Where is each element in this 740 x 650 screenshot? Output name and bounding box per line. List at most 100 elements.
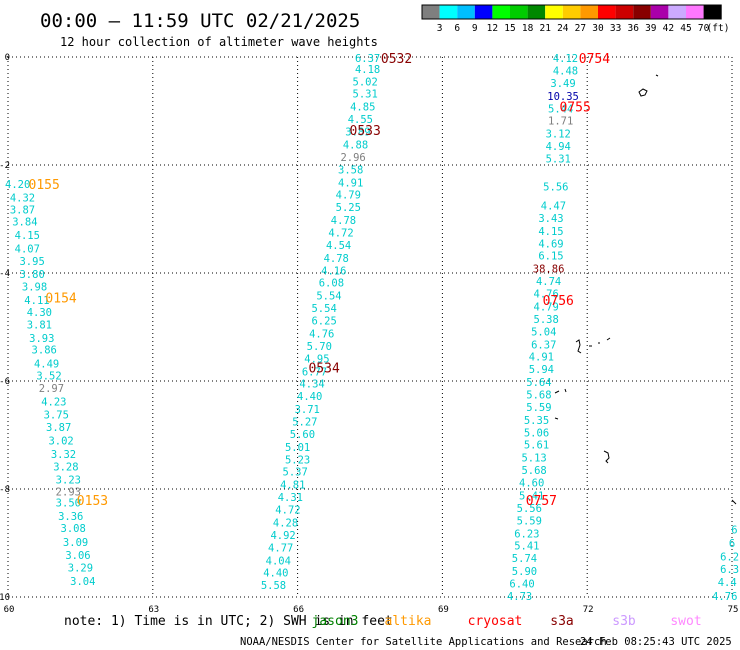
swh-value-label: 6 [731,525,737,537]
swh-value-label: 5.59 [526,402,551,414]
swh-value-label: 5.23 [285,454,310,466]
footer-credit: NOAA/NESDIS Center for Satellite Applica… [240,636,607,648]
swh-value-label: 4.30 [27,307,52,319]
swh-value-label: 3.98 [22,282,47,294]
lat-tick-label: -2 [0,161,10,171]
swh-value-label: 3.04 [70,576,95,588]
swh-value-label: 3.32 [51,449,76,461]
swh-value-label: 4.81 [280,480,305,492]
lat-tick-label: -4 [0,269,10,279]
swh-value-label: 4.72 [328,228,353,240]
island-outline [589,337,611,347]
swh-value-label: 4.78 [324,253,349,265]
lon-tick-label: 72 [583,605,594,615]
swh-value-label: 6.3 [720,564,739,576]
legend-tick-label: 3 [437,23,443,34]
swh-value-label: 4.55 [348,114,373,126]
island-outline [731,499,737,505]
swh-value-label: 3.09 [63,537,88,549]
swh-value-label: 3.58 [338,164,363,176]
swh-value-label: 5.04 [531,326,556,338]
legend-tick-label: 6 [454,23,460,34]
swh-value-label: 4.31 [278,492,303,504]
swh-value-label: 4.28 [273,517,298,529]
swh-value-label: 6.77 [302,366,327,378]
legend-swatch [510,5,528,19]
swh-value-label: 3.84 [12,217,37,229]
swh-value-label: 4.16 [321,265,346,277]
swh-value-label: 5.38 [534,314,559,326]
swh-value-label: 4.15 [538,226,563,238]
pass-time-label: 0154 [45,291,76,306]
lat-tick-label: -10 [0,593,10,603]
map-title: 00:00 – 11:59 UTC 02/21/2025 [40,10,360,32]
swh-value-label: 3.87 [46,422,71,434]
swh-value-label: 5.54 [316,291,341,303]
pass-time-label: 0155 [29,178,60,193]
swh-value-label: 3.81 [27,319,52,331]
swh-value-label: 6.37 [355,53,380,65]
legend-tick-label: 33 [610,23,621,34]
swh-value-label: 5.54 [311,303,336,315]
swh-value-label: 6.37 [531,339,556,351]
lon-tick-label: 69 [438,605,449,615]
swh-value-label: 3.49 [550,78,575,90]
swh-value-label: 3.95 [19,256,44,268]
map-subtitle: 12 hour collection of altimeter wave hei… [60,35,378,49]
swh-value-label: 3.93 [29,333,54,345]
island-outline [655,74,659,77]
lat-tick-label: -6 [0,377,10,387]
legend-tick-label: 9 [472,23,478,34]
swh-value-label: 5.37 [283,467,308,479]
satellite-legend-swot: swot [670,614,701,629]
swh-value-label: 4.18 [355,64,380,76]
satellite-legend-s3b: s3b [612,614,636,629]
island-outline [638,88,648,97]
swh-value-label: 4.85 [350,102,375,114]
swh-value-label: 1.71 [548,116,573,128]
swh-value-label: 6.15 [538,251,563,263]
swh-value-label: 3.52 [36,371,61,383]
swh-value-label: 6.2 [720,552,739,564]
legend-swatch [650,5,669,19]
swh-value-label: 4.40 [297,391,322,403]
pass-time-label: 0755 [559,101,590,116]
swh-value-label: 3.12 [546,129,571,141]
swh-value-label: 4.72 [275,505,300,517]
swh-value-label: 4.91 [529,352,554,364]
satellite-legend: jason3 altika cryosat s3a s3b swot [312,614,702,629]
lon-tick-label: 60 [4,605,15,615]
swh-value-label: 3.29 [68,562,93,574]
swh-value-label: 5.02 [353,76,378,88]
swh-value-label: 6.08 [319,278,344,290]
swh-value-label: 4.76 [712,591,737,603]
swh-value-label: 4.73 [507,591,532,603]
swh-value-label: 3.86 [32,345,57,357]
swh-value-label: 5.59 [517,515,542,527]
legend-swatch [422,5,440,19]
satellite-tracks: 4.204.323.873.844.154.073.953.803.984.11… [5,52,739,603]
swh-value-label: 4.12 [553,53,578,65]
swh-value-label: 3.80 [19,269,44,281]
lon-tick-label: 75 [728,605,739,615]
swh-value-label: 6.40 [509,579,534,591]
swh-value-label: 3.87 [10,204,35,216]
swh-value-label: 6 [729,538,735,550]
swh-value-label: 3.02 [48,435,73,447]
swh-value-label: 5.35 [524,415,549,427]
legend-swatch [545,5,563,19]
swh-value-label: 4.88 [343,139,368,151]
swh-value-label: 4.94 [546,141,571,153]
swh-value-label: 5.41 [519,490,544,502]
swh-value-label: 5.94 [529,364,554,376]
swh-value-label: 4.40 [263,568,288,580]
legend-swatch [457,5,475,19]
satellite-legend-altika: altika [385,614,432,629]
swh-value-label: 4.60 [519,478,544,490]
swh-value-label: 5.06 [524,427,549,439]
swh-value-label: 10.35 [547,91,579,103]
swh-value-label: 5.60 [290,429,315,441]
swh-value-label: 5.90 [512,566,537,578]
track-s3a: 6.374.185.025.314.854.553.894.882.963.58… [261,52,412,592]
